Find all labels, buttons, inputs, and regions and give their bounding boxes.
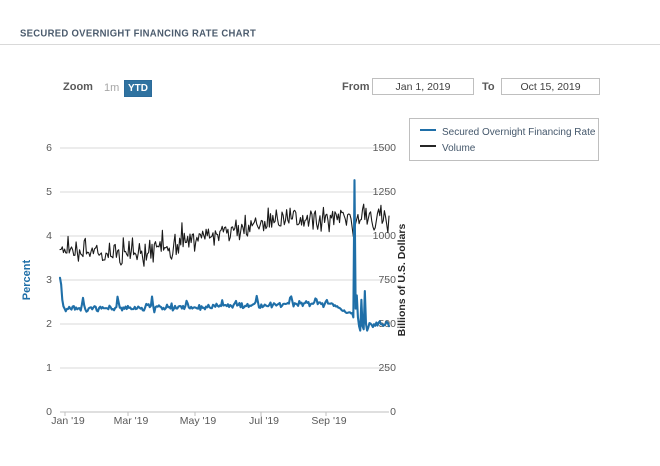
svg-text:2: 2 [46, 318, 52, 330]
svg-text:750: 750 [378, 274, 396, 286]
svg-text:6: 6 [46, 142, 52, 154]
svg-text:1500: 1500 [373, 142, 397, 154]
svg-text:0: 0 [390, 406, 396, 418]
svg-text:3: 3 [46, 274, 52, 286]
svg-text:4: 4 [46, 230, 52, 242]
svg-text:1000: 1000 [373, 230, 397, 242]
svg-text:Jan '19: Jan '19 [51, 415, 85, 427]
svg-text:Billions of U.S. Dollars: Billions of U.S. Dollars [396, 224, 408, 337]
svg-text:5: 5 [46, 186, 52, 198]
svg-text:Percent: Percent [21, 259, 33, 300]
svg-text:Sep '19: Sep '19 [311, 415, 346, 427]
svg-text:Jul '19: Jul '19 [249, 415, 279, 427]
svg-text:May '19: May '19 [180, 415, 217, 427]
svg-text:Mar '19: Mar '19 [114, 415, 149, 427]
svg-text:250: 250 [378, 362, 396, 374]
svg-text:1: 1 [46, 362, 52, 374]
svg-text:1250: 1250 [373, 186, 397, 198]
